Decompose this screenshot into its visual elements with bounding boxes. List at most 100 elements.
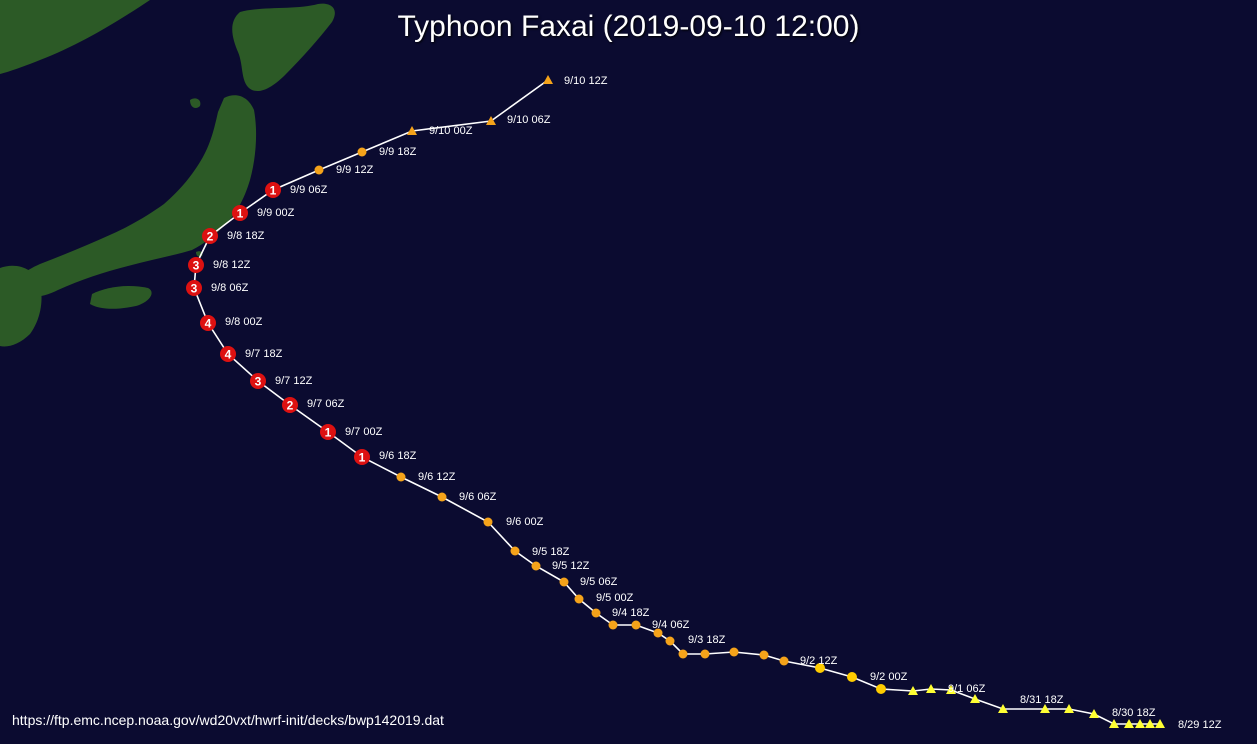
typhoon-marker (202, 228, 218, 244)
track-point (531, 561, 541, 571)
triangle-marker (926, 684, 936, 693)
time-label: 8/30 18Z (1112, 707, 1156, 719)
time-label: 9/7 18Z (245, 348, 283, 360)
triangle-marker (407, 126, 417, 135)
triangle-marker (1135, 719, 1145, 728)
track-point (357, 147, 367, 157)
circle-marker (510, 546, 520, 556)
circle-marker (357, 147, 367, 157)
track-point (815, 663, 825, 673)
time-label: 9/8 06Z (211, 282, 249, 294)
track-point (486, 116, 496, 125)
time-label: 9/2 00Z (870, 671, 908, 683)
time-label: 9/5 12Z (552, 560, 590, 572)
time-label: 8/31 18Z (1020, 694, 1064, 706)
track-point (1064, 704, 1074, 713)
track-point: 4 (220, 346, 236, 362)
track-point: 3 (250, 373, 266, 389)
track-point (779, 656, 789, 666)
time-label: 9/9 12Z (336, 164, 374, 176)
track-point (1124, 719, 1134, 728)
time-label: 8/29 12Z (1178, 719, 1222, 731)
time-label: 9/6 00Z (506, 516, 544, 528)
track-point (1089, 709, 1099, 718)
land-shikoku (90, 286, 152, 309)
track-point: 1 (232, 205, 248, 221)
track-labels: 8/29 12Z 8/30 18Z 8/31 18Z 9/1 06Z 9/2 00Z 9/… (211, 75, 1222, 731)
category-number: 1 (270, 184, 277, 198)
category-number: 2 (207, 230, 214, 244)
track-point (407, 126, 417, 135)
map-title: Typhoon Faxai (2019-09-10 12:00) (397, 10, 860, 43)
triangle-marker (970, 694, 980, 703)
circle-marker (815, 663, 825, 673)
track-point (729, 647, 739, 657)
typhoon-marker (320, 424, 336, 440)
time-label: 9/7 12Z (275, 375, 313, 387)
time-label: 9/6 18Z (379, 450, 417, 462)
circle-marker (729, 647, 739, 657)
track-point: 3 (188, 257, 204, 273)
track-point (559, 577, 569, 587)
track-markers: 1 1 2 3 4 4 3 3 2 1 1 (186, 75, 1165, 728)
circle-marker (876, 684, 886, 694)
typhoon-marker (354, 449, 370, 465)
track-point (608, 620, 618, 630)
time-label: 9/4 06Z (652, 619, 690, 631)
track-point (1145, 719, 1155, 728)
track-point (1155, 719, 1165, 728)
triangle-marker (1145, 719, 1155, 728)
track-point (876, 684, 886, 694)
time-label: 9/8 18Z (227, 230, 265, 242)
track-point (665, 636, 675, 646)
time-label: 9/9 06Z (290, 184, 328, 196)
typhoon-marker (282, 397, 298, 413)
data-source-url: https://ftp.emc.ncep.noaa.gov/wd20vxt/hw… (12, 712, 444, 728)
circle-marker (559, 577, 569, 587)
time-label: 9/10 06Z (507, 114, 551, 126)
track-point (946, 685, 956, 694)
track-point (908, 686, 918, 695)
track-point (1109, 719, 1119, 728)
circle-marker (608, 620, 618, 630)
track-point (1040, 704, 1050, 713)
track-point (926, 684, 936, 693)
land-layer (0, 0, 335, 347)
circle-marker (314, 165, 324, 175)
time-label: 9/2 12Z (800, 655, 838, 667)
triangle-marker (998, 704, 1008, 713)
triangle-marker (1064, 704, 1074, 713)
circle-marker (591, 608, 601, 618)
track-point: 4 (200, 315, 216, 331)
track-point (396, 472, 406, 482)
triangle-marker (486, 116, 496, 125)
category-number: 1 (325, 426, 332, 440)
track-point: 2 (282, 397, 298, 413)
track-point (591, 608, 601, 618)
time-label: 9/7 06Z (307, 398, 345, 410)
track-point (759, 650, 769, 660)
circle-marker (847, 672, 857, 682)
track-point (998, 704, 1008, 713)
circle-marker (396, 472, 406, 482)
track-point (574, 594, 584, 604)
circle-marker (665, 636, 675, 646)
time-label: 9/9 18Z (379, 146, 417, 158)
track-point (700, 649, 710, 659)
time-label: 9/5 00Z (596, 592, 634, 604)
triangle-marker (908, 686, 918, 695)
category-number: 3 (193, 259, 200, 273)
category-number: 3 (191, 282, 198, 296)
typhoon-marker (232, 205, 248, 221)
time-label: 9/10 00Z (429, 125, 473, 137)
circle-marker (759, 650, 769, 660)
land-mainland-asia (0, 0, 150, 74)
track-point (678, 649, 688, 659)
circle-marker (700, 649, 710, 659)
circle-marker (678, 649, 688, 659)
track-point (970, 694, 980, 703)
time-label: 9/6 12Z (418, 471, 456, 483)
time-label: 9/4 18Z (612, 607, 650, 619)
